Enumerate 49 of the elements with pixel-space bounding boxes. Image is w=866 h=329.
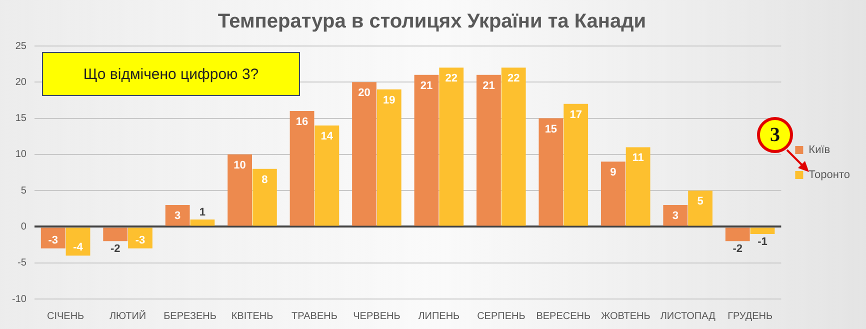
data-label: 21: [482, 80, 495, 92]
x-tick-label: КВІТЕНЬ: [231, 310, 274, 322]
x-tick-label: СЕРПЕНЬ: [477, 310, 526, 322]
y-tick-label: 5: [20, 185, 27, 196]
y-tick-label: -5: [18, 258, 27, 269]
data-label: 10: [234, 159, 246, 172]
data-label: 5: [697, 196, 704, 208]
data-label: 11: [632, 152, 644, 164]
legend-label: Київ: [808, 144, 830, 156]
data-label: 3: [672, 210, 678, 222]
data-label: 14: [320, 130, 334, 143]
y-tick-label: 0: [20, 221, 27, 232]
data-label: 1: [199, 206, 206, 219]
numbered-circle-icon: 3: [757, 117, 793, 153]
data-label: 9: [610, 166, 616, 179]
x-tick-label: ВЕРЕСЕНЬ: [536, 310, 591, 322]
y-tick-label: -10: [12, 294, 27, 305]
data-label: -2: [110, 243, 120, 256]
chart-title: Температура в столицях України та Канади: [218, 10, 646, 33]
data-label: -1: [758, 236, 768, 248]
y-tick-label: 20: [15, 76, 27, 88]
data-label: -4: [73, 242, 84, 254]
y-tick-label: 15: [15, 113, 27, 124]
data-label: 19: [383, 94, 396, 106]
x-tick-label: СІЧЕНЬ: [47, 310, 85, 322]
x-tick-label: БЕРЕЗЕНЬ: [164, 310, 217, 322]
data-label: -3: [135, 234, 146, 246]
callout-box: Що відмічено цифрою 3?: [42, 52, 300, 96]
x-tick-label: ЛИСТОПАД: [660, 310, 716, 322]
y-tick-label: 25: [15, 40, 27, 52]
data-label: 16: [296, 116, 308, 128]
data-label: 17: [570, 108, 582, 121]
data-label: 20: [358, 87, 370, 100]
data-label: 22: [445, 72, 458, 85]
data-label: -2: [732, 243, 743, 256]
x-tick-label: ЛЮТИЙ: [109, 308, 146, 322]
x-tick-label: ЧЕРВЕНЬ: [353, 310, 401, 322]
data-label: 22: [507, 72, 520, 85]
x-tick-label: ГРУДЕНЬ: [728, 310, 773, 322]
data-label: 15: [544, 123, 558, 136]
data-label: 21: [420, 80, 433, 92]
y-tick-label: 10: [15, 149, 27, 160]
x-tick-label: ЖОВТЕНЬ: [600, 310, 651, 322]
x-tick-label: ЛИПЕНЬ: [418, 310, 460, 322]
legend-label: Торонто: [808, 169, 850, 182]
data-label: -3: [48, 234, 58, 246]
data-label: 8: [262, 174, 268, 186]
data-label: 3: [174, 210, 181, 222]
x-tick-label: ТРАВЕНЬ: [292, 310, 338, 322]
